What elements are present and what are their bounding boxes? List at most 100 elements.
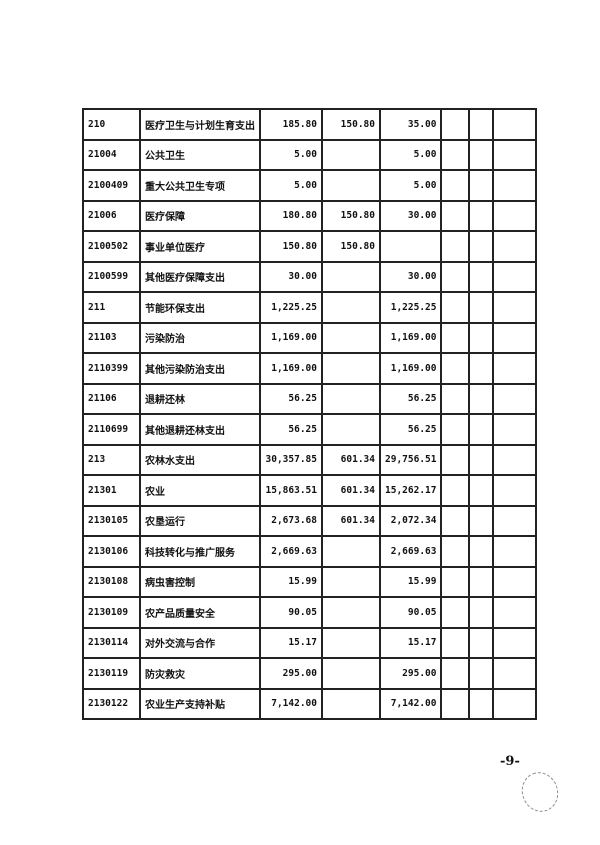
project-cell: 5.00 xyxy=(378,169,443,202)
basic-cell: 150.80 xyxy=(321,108,381,141)
table-row: 2130122 农业生产支持补贴 7,142.00 7,142.00 xyxy=(82,687,538,720)
empty-cell xyxy=(468,382,495,415)
empty-cell xyxy=(440,596,471,629)
project-cell: 30.00 xyxy=(378,199,443,232)
total-cell: 15,863.51 xyxy=(259,474,323,507)
empty-cell xyxy=(440,352,471,385)
basic-cell xyxy=(321,352,381,385)
basic-cell xyxy=(321,138,381,171)
empty-cell xyxy=(440,504,471,537)
code-cell: 21106 xyxy=(82,382,141,415)
name-cell: 其他医疗保障支出 xyxy=(139,260,261,293)
empty-cell xyxy=(440,321,471,354)
empty-cell xyxy=(468,413,495,446)
code-cell: 2110399 xyxy=(82,352,141,385)
empty-cell xyxy=(440,565,471,598)
total-cell: 30,357.85 xyxy=(259,443,323,476)
basic-cell xyxy=(321,687,381,720)
project-cell: 7,142.00 xyxy=(378,687,443,720)
empty-cell xyxy=(492,260,538,293)
project-cell: 295.00 xyxy=(378,657,443,690)
empty-cell xyxy=(492,504,538,537)
basic-cell: 601.34 xyxy=(321,443,381,476)
code-cell: 21004 xyxy=(82,138,141,171)
code-cell: 2100599 xyxy=(82,260,141,293)
table-row: 21004 公共卫生 5.00 5.00 xyxy=(82,138,538,171)
empty-cell xyxy=(440,199,471,232)
code-cell: 2130109 xyxy=(82,596,141,629)
code-cell: 2100409 xyxy=(82,169,141,202)
total-cell: 15.99 xyxy=(259,565,323,598)
basic-cell xyxy=(321,382,381,415)
empty-cell xyxy=(468,596,495,629)
table-row: 21106 退耕还林 56.25 56.25 xyxy=(82,382,538,415)
project-cell: 1,169.00 xyxy=(378,321,443,354)
empty-cell xyxy=(492,413,538,446)
project-cell: 1,169.00 xyxy=(378,352,443,385)
empty-cell xyxy=(440,230,471,263)
table-row: 2130108 病虫害控制 15.99 15.99 xyxy=(82,565,538,598)
table-row: 2130109 农产品质量安全 90.05 90.05 xyxy=(82,596,538,629)
empty-cell xyxy=(468,504,495,537)
name-cell: 重大公共卫生专项 xyxy=(139,169,261,202)
empty-cell xyxy=(468,291,495,324)
page-number: -9- xyxy=(500,754,520,769)
code-cell: 21301 xyxy=(82,474,141,507)
code-cell: 2130119 xyxy=(82,657,141,690)
project-cell: 29,756.51 xyxy=(378,443,443,476)
empty-cell xyxy=(468,230,495,263)
basic-cell: 150.80 xyxy=(321,199,381,232)
total-cell: 15.17 xyxy=(259,626,323,659)
code-cell: 21103 xyxy=(82,321,141,354)
total-cell: 2,673.68 xyxy=(259,504,323,537)
empty-cell xyxy=(468,687,495,720)
project-cell: 2,669.63 xyxy=(378,535,443,568)
table-row: 213 农林水支出 30,357.85 601.34 29,756.51 xyxy=(82,443,538,476)
code-cell: 2130106 xyxy=(82,535,141,568)
code-cell: 211 xyxy=(82,291,141,324)
empty-cell xyxy=(440,169,471,202)
table-row: 2110399 其他污染防治支出 1,169.00 1,169.00 xyxy=(82,352,538,385)
stamp-mark xyxy=(516,767,564,817)
total-cell: 1,225.25 xyxy=(259,291,323,324)
table-row: 210 医疗卫生与计划生育支出 185.80 150.80 35.00 xyxy=(82,108,538,141)
total-cell: 295.00 xyxy=(259,657,323,690)
basic-cell xyxy=(321,626,381,659)
basic-cell: 601.34 xyxy=(321,474,381,507)
basic-cell: 601.34 xyxy=(321,504,381,537)
project-cell: 15,262.17 xyxy=(378,474,443,507)
basic-cell xyxy=(321,291,381,324)
empty-cell xyxy=(468,535,495,568)
total-cell: 90.05 xyxy=(259,596,323,629)
name-cell: 公共卫生 xyxy=(139,138,261,171)
total-cell: 2,669.63 xyxy=(259,535,323,568)
empty-cell xyxy=(440,443,471,476)
table-row: 2100599 其他医疗保障支出 30.00 30.00 xyxy=(82,260,538,293)
empty-cell xyxy=(440,474,471,507)
table-row: 2130119 防灾救灾 295.00 295.00 xyxy=(82,657,538,690)
table-row: 211 节能环保支出 1,225.25 1,225.25 xyxy=(82,291,538,324)
project-cell: 30.00 xyxy=(378,260,443,293)
empty-cell xyxy=(440,138,471,171)
table-row: 21006 医疗保障 180.80 150.80 30.00 xyxy=(82,199,538,232)
empty-cell xyxy=(440,535,471,568)
empty-cell xyxy=(468,199,495,232)
code-cell: 2100502 xyxy=(82,230,141,263)
code-cell: 2130105 xyxy=(82,504,141,537)
name-cell: 退耕还林 xyxy=(139,382,261,415)
empty-cell xyxy=(468,474,495,507)
code-cell: 2110699 xyxy=(82,413,141,446)
empty-cell xyxy=(492,199,538,232)
empty-cell xyxy=(468,169,495,202)
name-cell: 农业生产支持补贴 xyxy=(139,687,261,720)
empty-cell xyxy=(492,382,538,415)
name-cell: 污染防治 xyxy=(139,321,261,354)
empty-cell xyxy=(492,321,538,354)
name-cell: 病虫害控制 xyxy=(139,565,261,598)
code-cell: 2130114 xyxy=(82,626,141,659)
basic-cell: 150.80 xyxy=(321,230,381,263)
table-row: 2110699 其他退耕还林支出 56.25 56.25 xyxy=(82,413,538,446)
empty-cell xyxy=(492,535,538,568)
name-cell: 事业单位医疗 xyxy=(139,230,261,263)
code-cell: 21006 xyxy=(82,199,141,232)
